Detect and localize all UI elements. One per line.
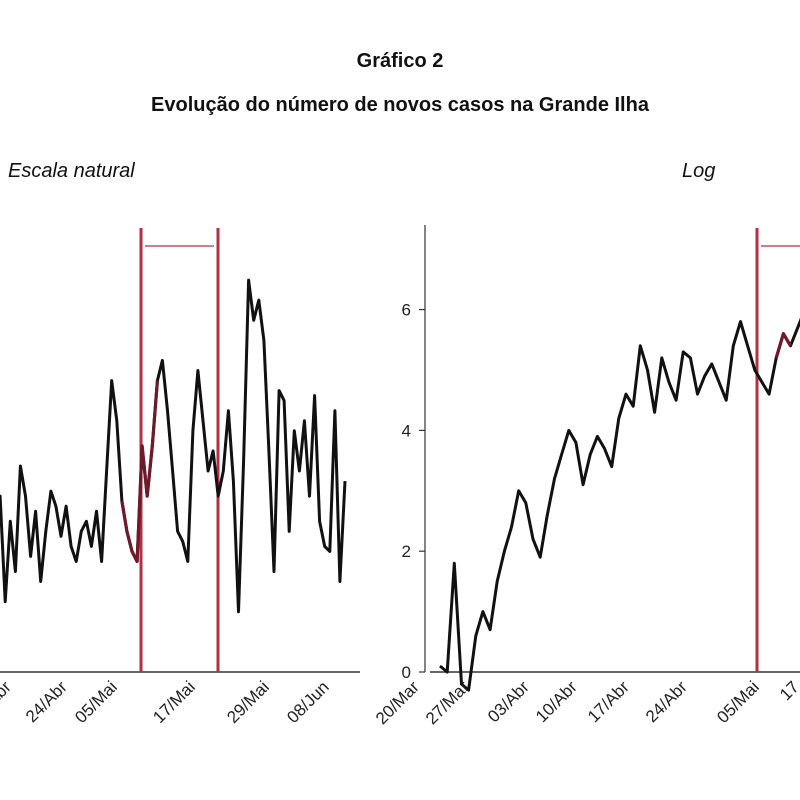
series-line-0 — [0, 278, 347, 614]
x-tick-label-1-0: 20/Mar — [372, 677, 423, 728]
x-tick-label-1-1: 27/Mar — [422, 677, 473, 728]
x-tick-label-1-3: 10/Abr — [532, 677, 581, 726]
y-tick-label-1-2: 4 — [402, 421, 411, 440]
y-tick-label-1-3: 6 — [402, 301, 411, 320]
series-highlight-0 — [120, 380, 159, 564]
x-tick-label-0-2: 05/Mai — [71, 677, 121, 727]
x-tick-label-0-1: 24/Abr — [22, 677, 71, 726]
x-tick-label-0-5: 08/Jun — [283, 677, 333, 727]
x-tick-label-1-7: 17 — [776, 677, 800, 704]
series-highlight-1 — [774, 332, 792, 359]
x-tick-label-1-4: 17/Abr — [584, 677, 633, 726]
x-tick-label-1-6: 05/Mai — [713, 677, 763, 727]
chart-title: Evolução do número de novos casos na Gra… — [151, 94, 649, 116]
x-tick-label-0-3: 17/Mai — [149, 677, 199, 727]
figure-label: Gráfico 2 — [356, 50, 444, 72]
series-line-1 — [439, 317, 800, 692]
left-chart-subtitle: Escala natural — [8, 160, 135, 182]
x-tick-label-1-2: 03/Abr — [484, 677, 533, 726]
y-tick-label-1-0: 0 — [402, 663, 411, 682]
x-tick-label-0-4: 29/Mai — [223, 677, 273, 727]
x-tick-label-0-0: Abr — [0, 677, 15, 709]
x-tick-label-1-5: 24/Abr — [642, 677, 691, 726]
right-chart-subtitle: Log — [682, 160, 716, 182]
y-tick-label-1-1: 2 — [402, 542, 411, 561]
